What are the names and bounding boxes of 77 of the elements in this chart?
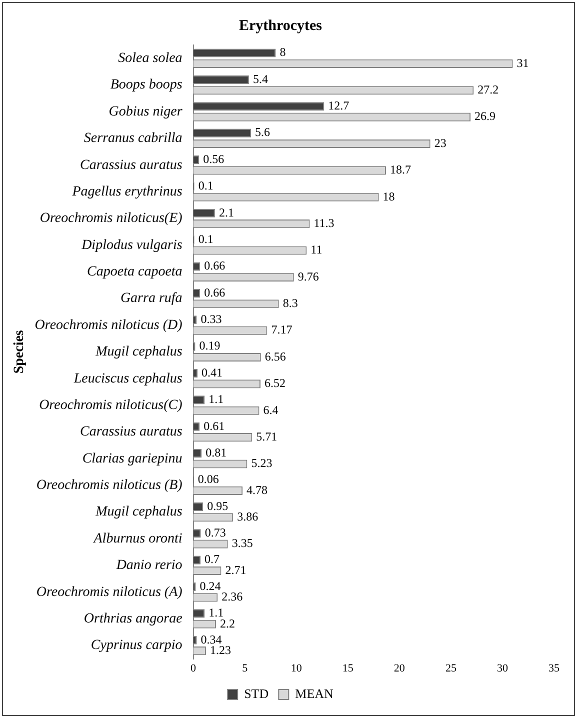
data-label: 31 <box>516 56 529 70</box>
data-label: 2.36 <box>222 590 243 604</box>
data-label: 0.24 <box>200 578 221 593</box>
y-tick-label: Mugil cephalus <box>94 504 183 520</box>
x-tick-label: 0 <box>190 662 197 674</box>
data-label: 8.3 <box>282 296 298 310</box>
data-label: 7.17 <box>271 322 292 337</box>
y-tick-label: Orthrias angorae <box>84 611 182 626</box>
data-label: 6.4 <box>263 402 278 417</box>
x-tick-label: 5 <box>242 662 248 674</box>
data-label: 0.1 <box>198 178 214 193</box>
y-tick-label: Carassius auratus <box>80 424 183 440</box>
data-label: 6.52 <box>264 376 286 390</box>
data-label: 6.56 <box>264 349 286 364</box>
x-tick-label: 15 <box>342 662 354 674</box>
y-tick-label: Serranus cabrilla <box>84 131 182 146</box>
y-tick-label: Oreochromis niloticus(C) <box>39 398 183 413</box>
y-tick-label: Garra rufa <box>120 291 182 306</box>
y-tick-label: Solea solea <box>118 51 182 66</box>
data-label: 0.19 <box>199 338 220 353</box>
data-label: 0.81 <box>206 445 227 460</box>
chart-title: Erythrocytes <box>238 18 322 34</box>
legend-label: MEAN <box>295 686 334 701</box>
data-label: 26.9 <box>474 109 496 124</box>
data-label: 5.23 <box>251 456 272 470</box>
y-tick-label: Oreochromis niloticus (B) <box>36 478 183 494</box>
y-tick-label: Alburnus oronti <box>92 531 182 546</box>
y-axis-title: Species <box>12 330 28 374</box>
x-tick-label: 35 <box>548 662 560 674</box>
legend-label: STD <box>244 686 269 701</box>
data-label: 11 <box>310 242 322 257</box>
data-label: 5.6 <box>255 125 270 140</box>
data-label: 3.86 <box>237 510 258 524</box>
data-label: 0.66 <box>204 258 226 273</box>
data-label: 0.06 <box>198 472 219 486</box>
data-label: 9.76 <box>298 269 319 284</box>
data-label: 18 <box>382 189 395 204</box>
data-label: 0.33 <box>200 312 222 326</box>
x-tick-label: 10 <box>290 662 302 674</box>
y-tick-label: Mugil cephalus <box>94 344 183 360</box>
y-tick-label: Boops boops <box>110 78 183 93</box>
y-tick-label: Danio rerio <box>115 558 182 574</box>
data-label: 2.71 <box>225 562 246 577</box>
x-tick-label: 20 <box>394 662 406 674</box>
data-label: 1.1 <box>208 392 224 406</box>
data-label: 0.95 <box>207 498 228 513</box>
y-tick-label: Capoeta capoeta <box>87 264 182 280</box>
y-tick-label: Pagellus erythrinus <box>71 184 183 200</box>
data-label: 0.73 <box>204 526 226 540</box>
data-label: 0.56 <box>203 152 224 166</box>
x-tick-label: 25 <box>445 662 457 674</box>
data-label: 12.7 <box>328 98 350 113</box>
y-tick-label: Gobius niger <box>108 104 183 120</box>
y-tick-label: Carassius auratus <box>80 158 183 173</box>
data-label: 3.35 <box>232 536 253 550</box>
data-label: 2.1 <box>218 205 234 220</box>
data-label: 5.4 <box>252 72 268 86</box>
y-tick-label: Cyprinus carpio <box>90 638 182 654</box>
data-label: 23 <box>434 136 446 150</box>
data-label: 18.7 <box>390 162 412 177</box>
data-label: 4.78 <box>246 482 268 497</box>
x-tick-label: 30 <box>496 662 508 674</box>
data-label: 5.71 <box>256 429 278 444</box>
y-tick-label: Leuciscus cephalus <box>72 371 183 386</box>
data-label: 0.66 <box>204 285 226 300</box>
data-label: 0.61 <box>204 418 225 433</box>
data-label: 27.2 <box>478 82 499 97</box>
data-label: 8 <box>280 45 286 60</box>
data-label: 0.41 <box>202 365 223 380</box>
data-label: 11.3 <box>314 216 334 230</box>
y-tick-label: Oreochromis niloticus (A) <box>36 584 183 600</box>
y-tick-label: Oreochromis niloticus (D) <box>34 318 183 333</box>
data-label: 0.7 <box>204 552 220 566</box>
data-label: 0.1 <box>198 232 214 246</box>
y-tick-label: Clarias gariepinu <box>82 451 182 466</box>
y-tick-label: Diplodus vulgaris <box>80 238 183 253</box>
y-tick-label: Oreochromis niloticus(E) <box>40 211 183 226</box>
